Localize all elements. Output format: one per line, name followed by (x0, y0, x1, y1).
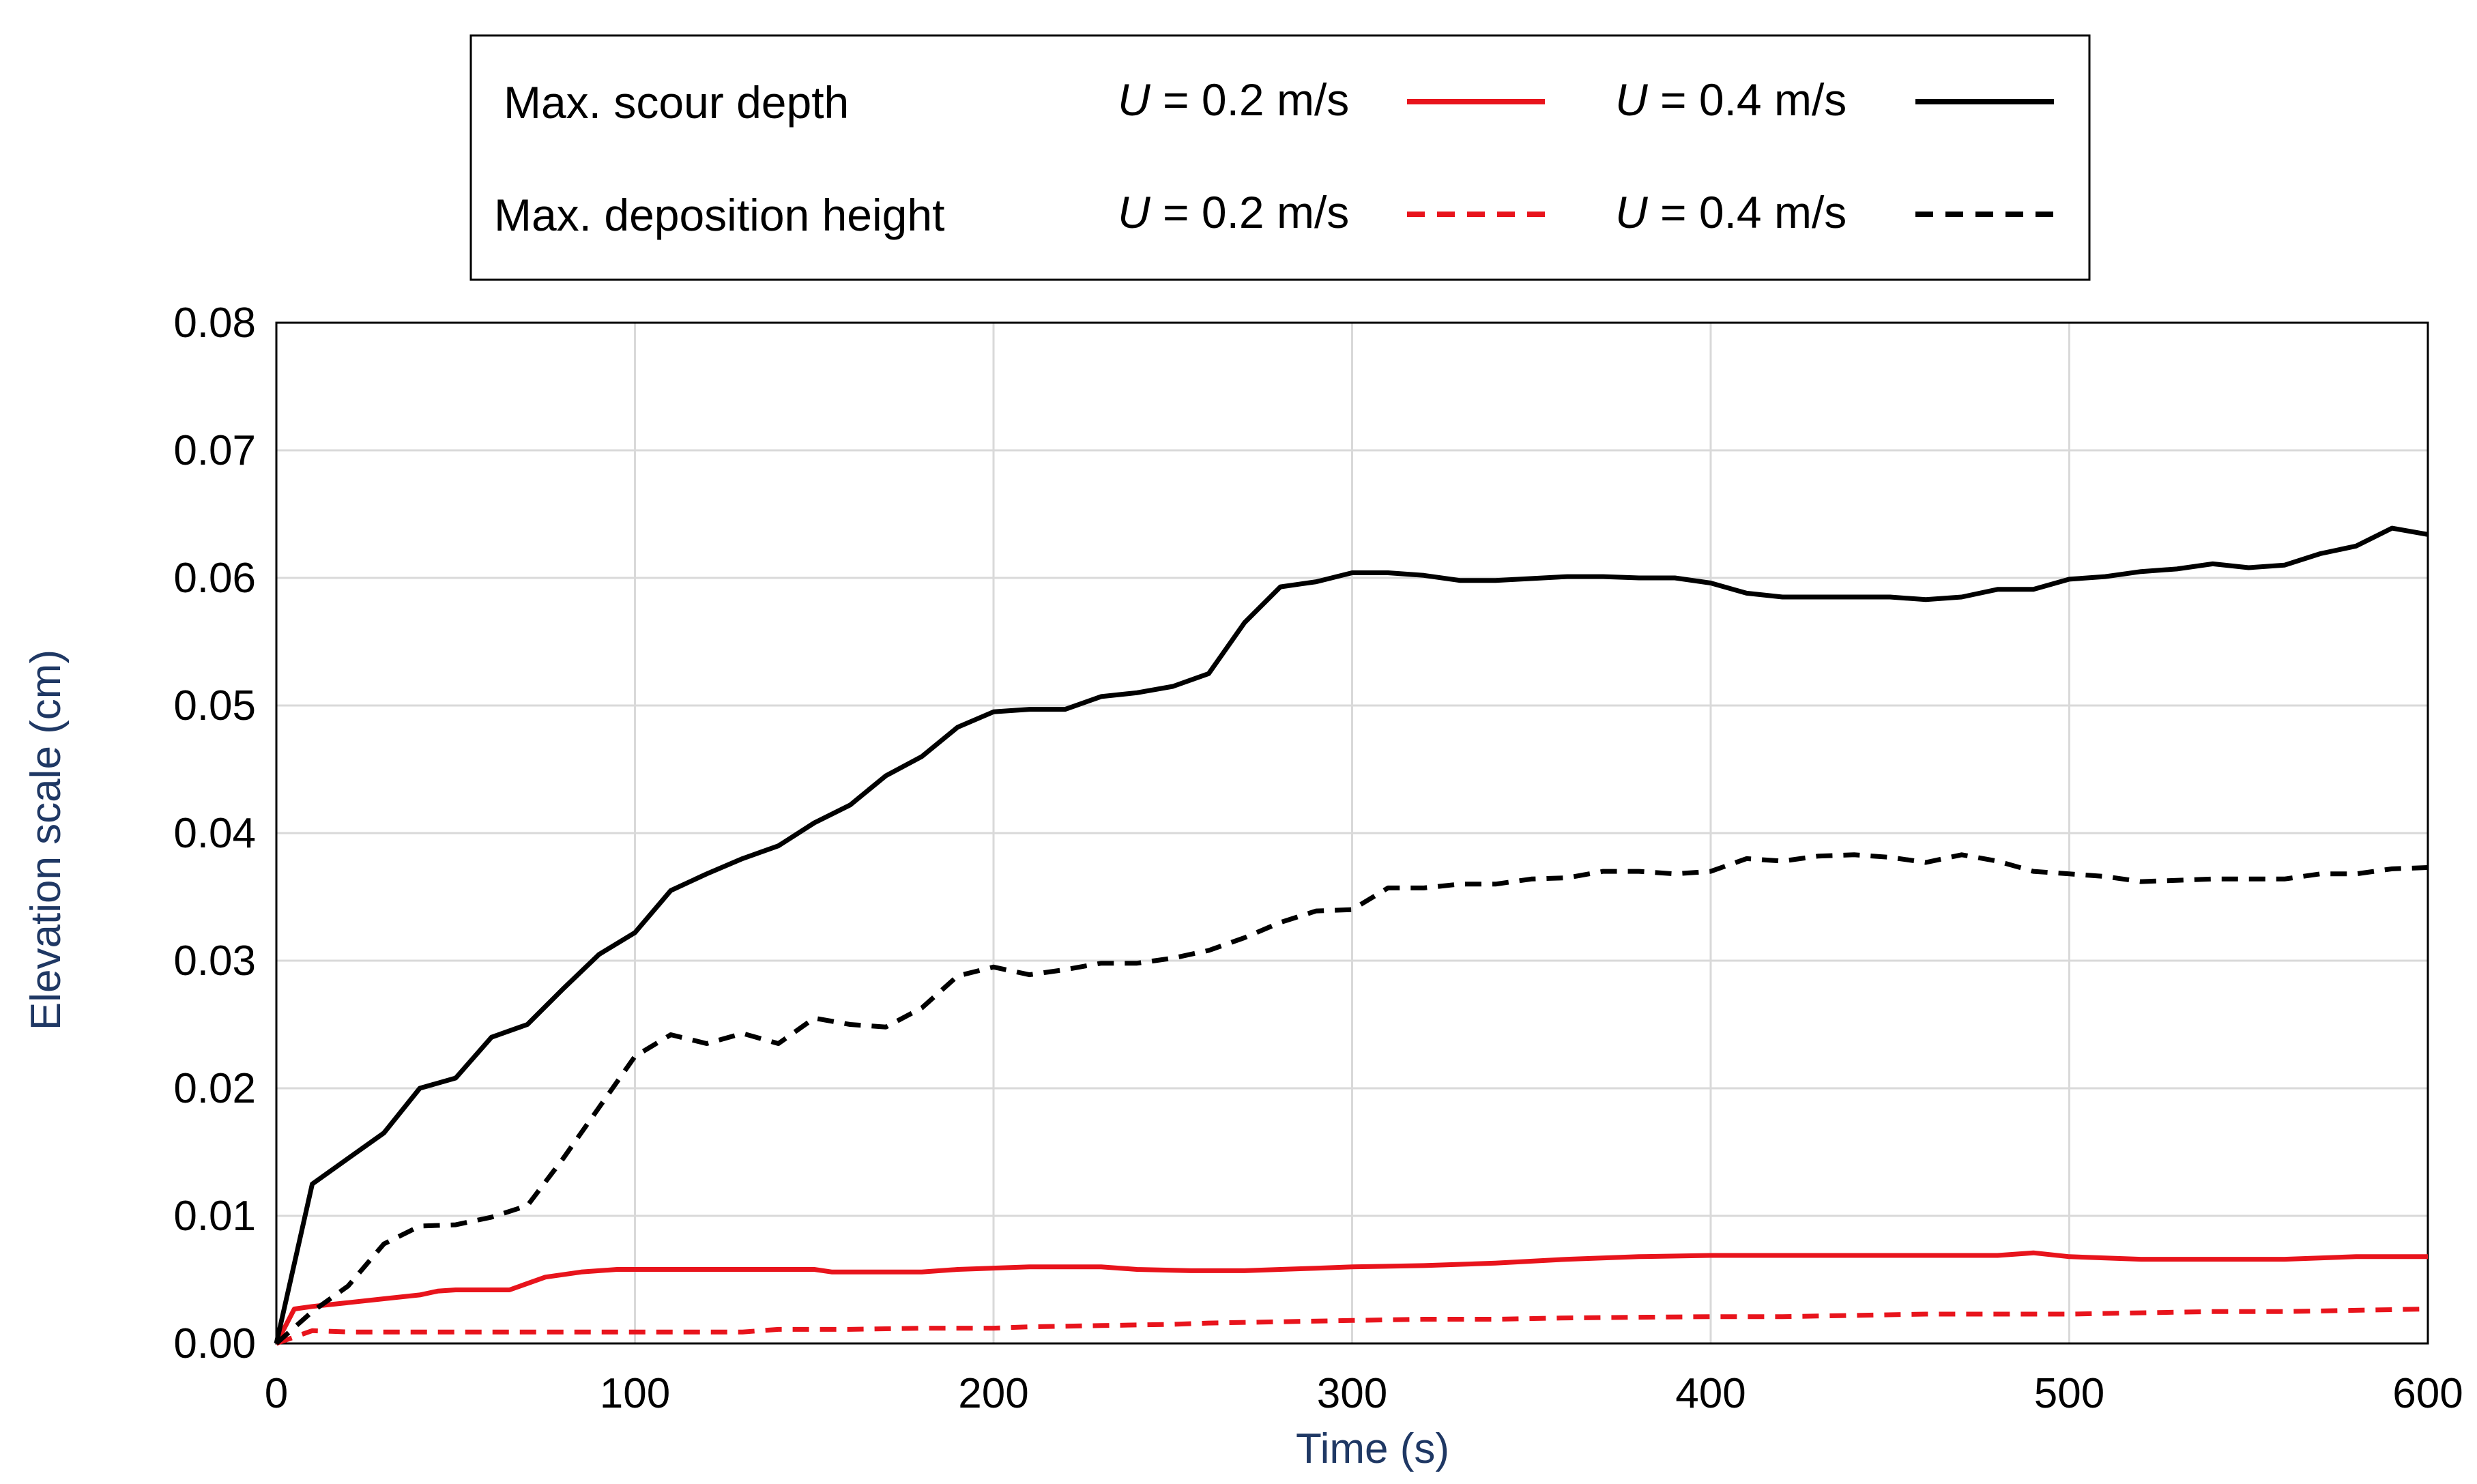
legend: Max. scour depth U = 0.2 m/s U = 0.4 m/sMa… (469, 34, 2091, 281)
x-tick-label: 600 (2392, 1370, 2463, 1417)
x-tick-label: 300 (1317, 1370, 1387, 1417)
x-tick-label: 0 (265, 1370, 288, 1417)
legend-entry-label: U = 0.2 m/s (1118, 187, 1349, 237)
series-line-1 (274, 525, 2429, 1344)
x-axis-title: Time (s) (1296, 1425, 1449, 1472)
legend-entry-label: U = 0.4 m/s (1615, 187, 1846, 237)
legend-velocity-symbol: U (1118, 74, 1150, 125)
series-line-3 (274, 852, 2429, 1345)
y-tick-label: 0.07 (173, 427, 256, 474)
legend-velocity-symbol: U (1615, 187, 1648, 237)
legend-entry-label: U = 0.4 m/s (1615, 74, 1846, 125)
x-tick-label: 100 (600, 1370, 670, 1417)
legend-row-label: Max. scour depth (504, 77, 849, 128)
legend-velocity-value: = 0.2 m/s (1150, 187, 1350, 237)
legend-velocity-value: = 0.4 m/s (1648, 187, 1847, 237)
grid (275, 321, 2429, 1345)
x-tick-label: 400 (1675, 1370, 1746, 1417)
legend-velocity-value: = 0.2 m/s (1150, 74, 1350, 125)
x-tick-label: 500 (2034, 1370, 2104, 1417)
legend-velocity-value: = 0.4 m/s (1648, 74, 1847, 125)
y-tick-label: 0.03 (173, 937, 256, 985)
series-line-0 (274, 1250, 2428, 1345)
plot-area-frame (275, 321, 2429, 1345)
y-tick-label: 0.00 (173, 1320, 256, 1367)
legend-box (469, 34, 2091, 281)
y-axis-title: Elevation scale (cm) (23, 650, 70, 1030)
y-tick-label: 0.04 (173, 810, 256, 857)
legend-velocity-symbol: U (1615, 74, 1648, 125)
y-tick-label: 0.01 (173, 1193, 256, 1240)
tick-labels: 0.00 0.01 0.02 0.03 0.04 0.05 0.06 0.07 0.08 0 100… (173, 300, 2463, 1417)
y-tick-label: 0.06 (173, 555, 256, 602)
legend-row-label: Max. deposition height (494, 190, 944, 240)
y-tick-label: 0.05 (173, 682, 256, 729)
legend-velocity-symbol: U (1118, 187, 1150, 237)
y-tick-label: 0.02 (173, 1065, 256, 1112)
series-layer (274, 525, 2429, 1346)
legend-entry-label: U = 0.2 m/s (1118, 74, 1349, 125)
y-tick-label: 0.08 (173, 300, 256, 347)
x-tick-label: 200 (958, 1370, 1028, 1417)
series-line-2 (275, 1307, 2429, 1346)
